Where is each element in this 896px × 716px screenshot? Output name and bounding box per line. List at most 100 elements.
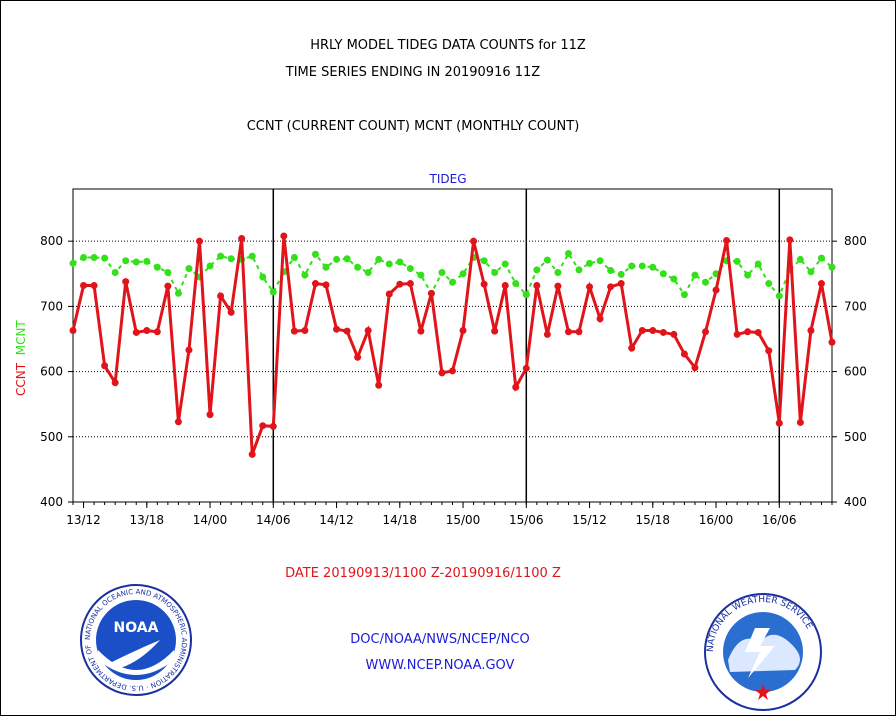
y-tick-label-right: 500 [844, 430, 867, 444]
point-mcnt [638, 262, 646, 270]
point-ccnt [227, 308, 235, 316]
point-mcnt [744, 271, 752, 279]
point-ccnt [491, 327, 499, 335]
point-ccnt [480, 280, 488, 288]
point-ccnt [80, 282, 88, 290]
point-ccnt [301, 327, 309, 335]
point-mcnt [311, 250, 319, 258]
point-mcnt [217, 252, 225, 260]
point-mcnt [828, 263, 836, 271]
point-ccnt [807, 327, 815, 335]
point-ccnt [617, 280, 625, 288]
x-tick-label: 15/12 [572, 513, 607, 527]
y-tick-label-right: 600 [844, 365, 867, 379]
y-tick-label-left: 800 [40, 234, 63, 248]
point-ccnt [712, 286, 720, 294]
point-mcnt [90, 253, 98, 261]
x-tick-label: 13/18 [129, 513, 164, 527]
point-ccnt [90, 282, 98, 290]
point-ccnt [269, 422, 277, 430]
point-mcnt [69, 259, 77, 267]
point-mcnt [817, 254, 825, 262]
point-ccnt [649, 327, 657, 335]
point-mcnt [406, 265, 414, 273]
point-ccnt [628, 344, 636, 352]
point-ccnt [459, 327, 467, 335]
point-ccnt [280, 232, 288, 240]
point-mcnt [364, 268, 372, 276]
chart-title: HRLY MODEL TIDEG DATA COUNTS for 11Z [310, 38, 586, 53]
point-mcnt [259, 273, 267, 281]
x-tick-label: 15/06 [509, 513, 544, 527]
point-ccnt [533, 282, 541, 290]
point-mcnt [796, 255, 804, 263]
x-tick-label: 15/18 [635, 513, 670, 527]
point-mcnt [501, 260, 509, 268]
date-range-label: DATE 20190913/1100 Z-20190916/1100 Z [285, 566, 561, 581]
point-ccnt [375, 381, 383, 389]
point-ccnt [817, 280, 825, 288]
point-mcnt [111, 268, 119, 276]
y-tick-label-right: 800 [844, 234, 867, 248]
point-ccnt [607, 283, 615, 291]
point-mcnt [375, 255, 383, 263]
point-mcnt [396, 258, 404, 266]
point-ccnt [111, 379, 119, 387]
y-tick-label-left: 600 [40, 365, 63, 379]
point-ccnt [343, 327, 351, 335]
chart-title-line2: TIME SERIES ENDING IN 20190916 11Z [285, 65, 541, 80]
point-ccnt [586, 283, 594, 291]
point-ccnt [702, 328, 709, 336]
point-ccnt [174, 418, 182, 426]
point-ccnt [522, 364, 530, 372]
point-ccnt [217, 292, 225, 300]
point-mcnt [322, 263, 330, 271]
point-ccnt [438, 369, 446, 377]
point-mcnt [628, 262, 636, 270]
point-mcnt [417, 271, 425, 279]
point-mcnt [512, 280, 520, 288]
point-mcnt [702, 278, 709, 286]
point-ccnt [406, 280, 414, 288]
point-ccnt [101, 362, 109, 370]
point-ccnt [417, 327, 425, 335]
point-mcnt [491, 268, 499, 276]
point-mcnt [765, 280, 773, 288]
point-ccnt [744, 328, 752, 336]
point-mcnt [575, 266, 583, 274]
point-ccnt [427, 289, 435, 297]
point-mcnt [80, 253, 88, 261]
point-ccnt [322, 281, 330, 289]
point-ccnt [691, 364, 699, 372]
point-mcnt [670, 275, 678, 283]
point-ccnt [470, 237, 478, 245]
point-ccnt [670, 330, 678, 338]
point-mcnt [617, 270, 625, 278]
point-mcnt [586, 259, 594, 267]
point-ccnt [659, 328, 667, 336]
point-mcnt [153, 263, 161, 271]
point-mcnt [775, 292, 783, 300]
point-ccnt [69, 327, 77, 335]
plot-area [72, 188, 833, 503]
point-mcnt [459, 270, 467, 278]
point-mcnt [564, 250, 572, 258]
point-ccnt [196, 237, 203, 245]
point-ccnt [786, 236, 794, 244]
point-mcnt [607, 267, 615, 275]
point-mcnt [164, 268, 172, 276]
point-ccnt [364, 327, 372, 335]
point-ccnt [543, 330, 551, 338]
point-ccnt [512, 383, 520, 391]
point-mcnt [807, 268, 815, 276]
point-mcnt [733, 257, 741, 265]
point-mcnt [480, 257, 488, 265]
point-ccnt [765, 347, 773, 355]
point-ccnt [596, 315, 604, 323]
point-mcnt [659, 270, 667, 278]
plot-title: TIDEG [429, 172, 467, 186]
point-mcnt [385, 260, 393, 268]
point-ccnt [238, 235, 246, 243]
point-ccnt [354, 353, 362, 361]
point-mcnt [522, 291, 530, 299]
